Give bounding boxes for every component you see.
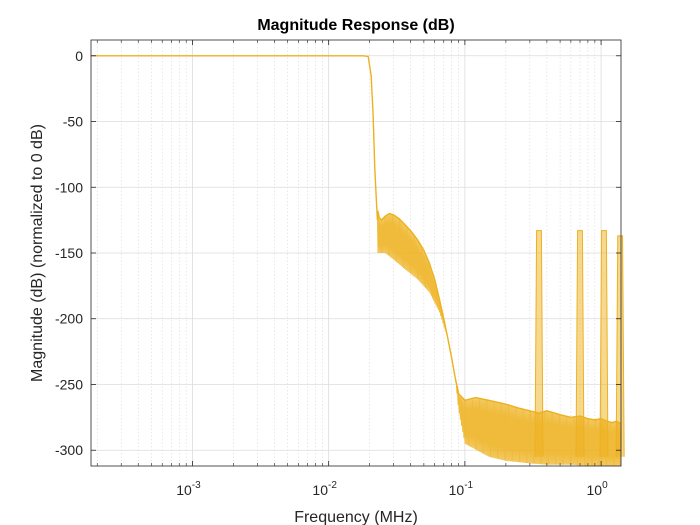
grid-lines <box>91 40 621 466</box>
y-tick-label: -100 <box>55 179 83 195</box>
spike <box>599 230 609 457</box>
series-line-0 <box>91 55 622 425</box>
axis-ticks <box>91 40 621 466</box>
chart-title: Magnitude Response (dB) <box>257 17 454 34</box>
y-tick-label: -300 <box>55 442 83 458</box>
series-lines <box>91 55 625 457</box>
y-tick-label: -250 <box>55 376 83 392</box>
y-axis-label: Magnitude (dB) (normalized to 0 dB) <box>29 124 46 382</box>
x-tick-label: 10-3 <box>176 480 201 498</box>
y-tick-label: -150 <box>55 245 83 261</box>
spike <box>575 230 585 457</box>
spike <box>534 230 544 457</box>
x-tick-label: 10-2 <box>312 480 337 498</box>
y-tick-labels: 0 -50 -100 -150 -200 -250 -300 <box>55 48 83 458</box>
x-axis-label: Frequency (MHz) <box>294 509 418 525</box>
x-tick-label: 10-1 <box>449 480 474 498</box>
spike <box>615 235 625 457</box>
x-tick-labels: 10-3 10-2 10-1 100 <box>176 480 608 498</box>
y-tick-label: 0 <box>75 48 83 64</box>
x-tick-label: 100 <box>587 480 609 498</box>
y-tick-label: -200 <box>55 311 83 327</box>
y-tick-label: -50 <box>63 114 83 130</box>
